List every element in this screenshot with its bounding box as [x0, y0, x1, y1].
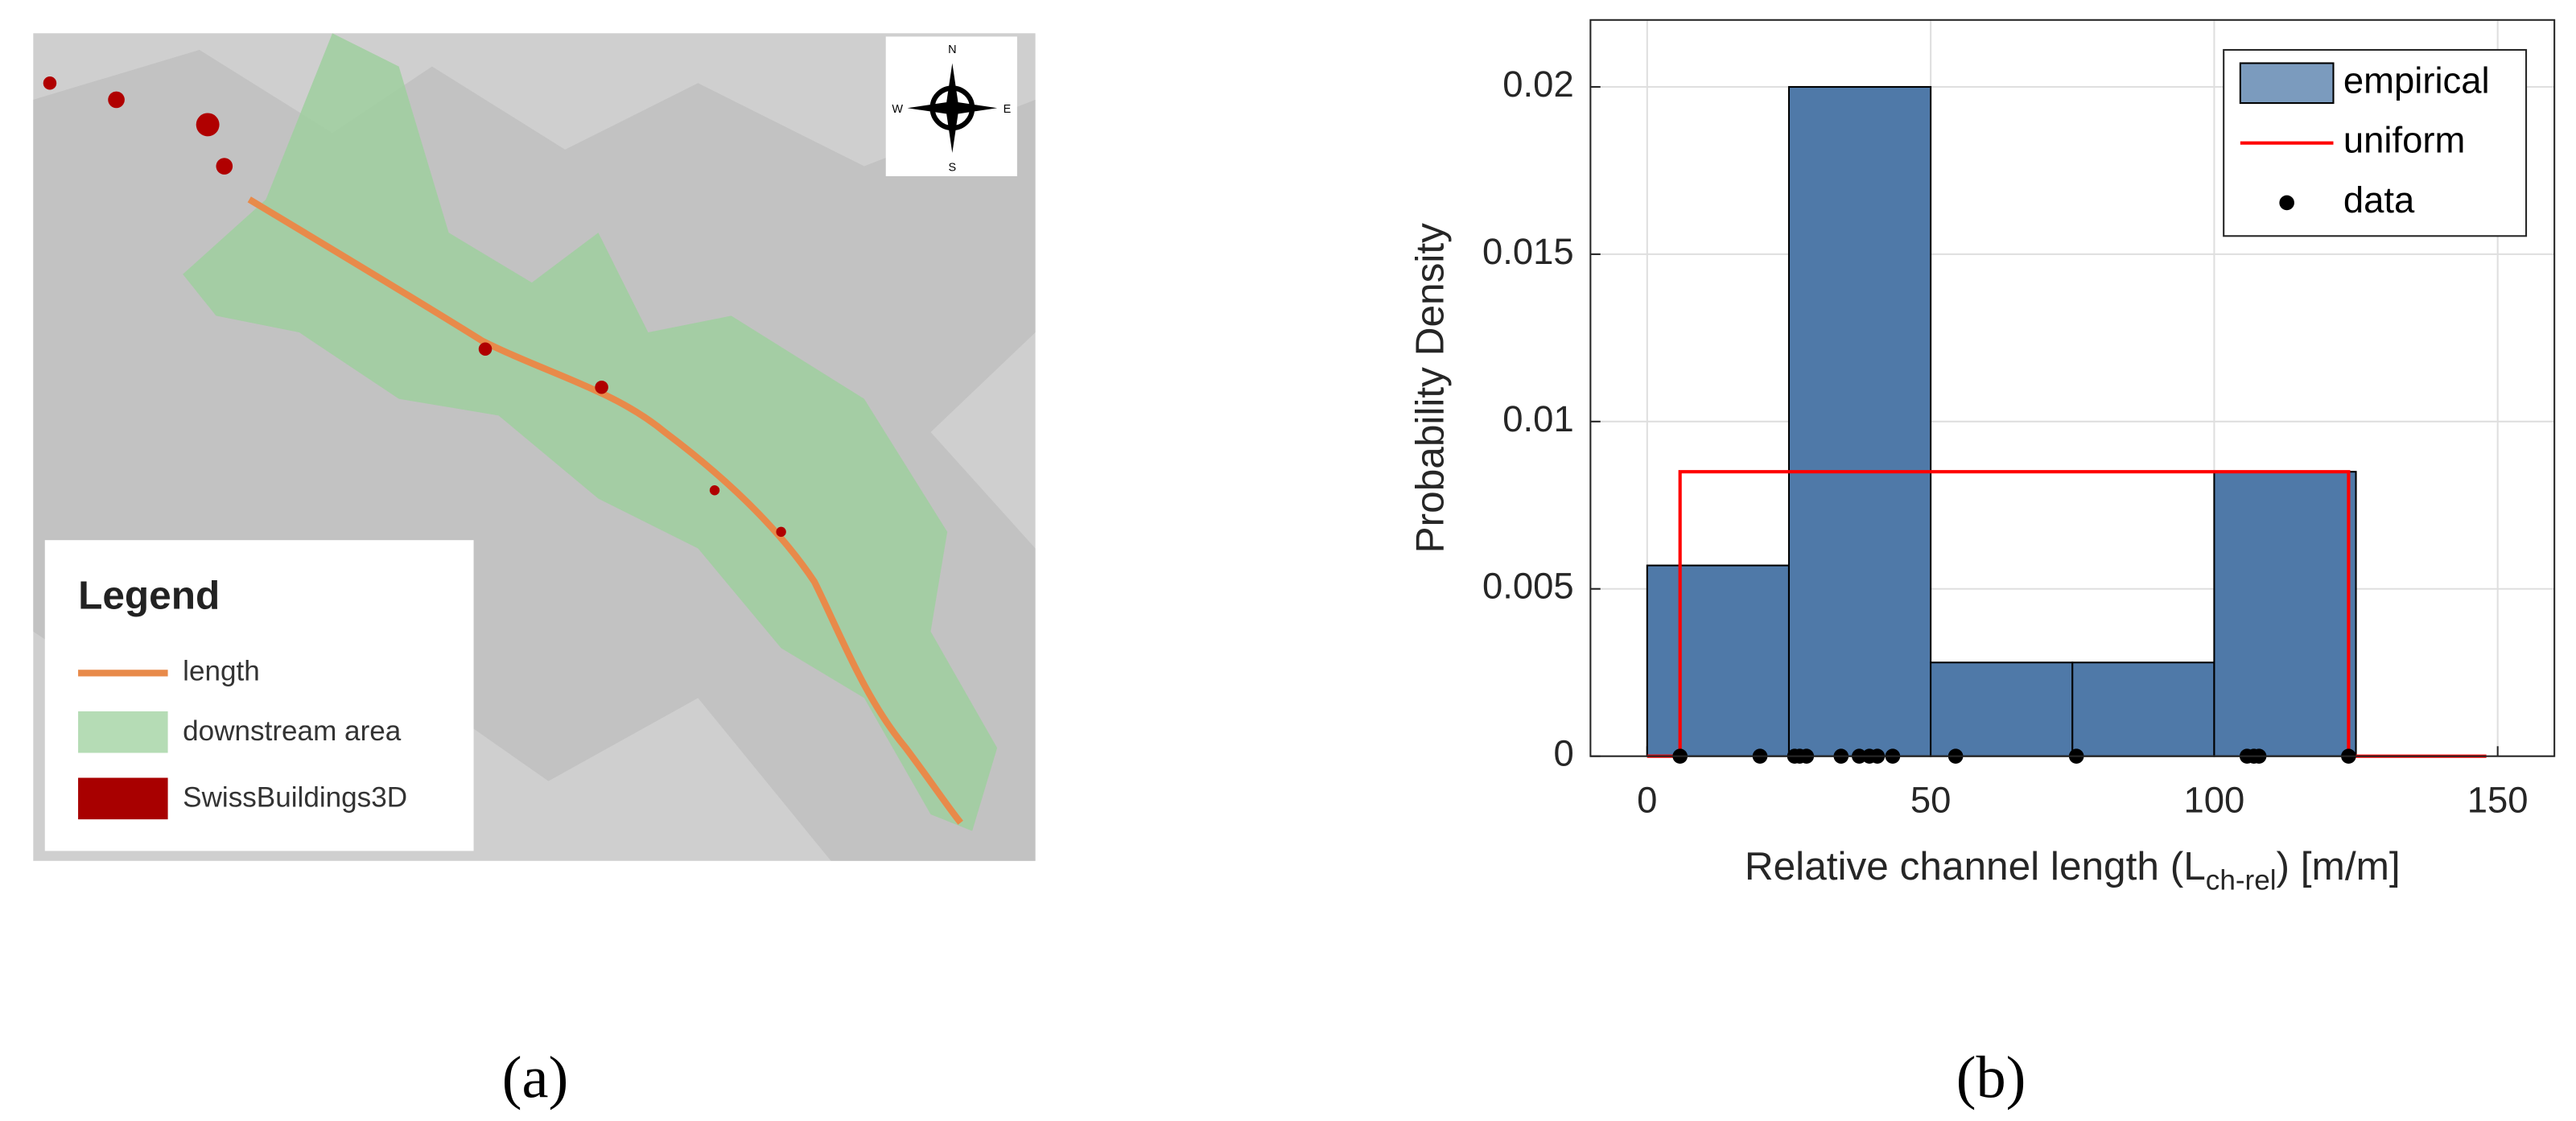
y-tick-label: 0 [1553, 733, 1573, 774]
legend-buildings-swatch [78, 777, 168, 820]
y-tick-label: 0.015 [1482, 231, 1574, 272]
y-tick-label: 0.005 [1482, 566, 1574, 607]
histogram-chart: 0 0.005 0.01 0.015 0.02 0 50 100 150 Relative cha… [1407, 19, 2556, 896]
legend-label: uniform [2343, 120, 2465, 161]
map: N E S W Legend length downstream area Sw… [33, 33, 1036, 861]
downstream-area [183, 33, 998, 831]
length-line [247, 196, 963, 825]
legend-area-swatch [78, 711, 168, 753]
compass-w: W [892, 103, 903, 116]
histogram-bar [1930, 661, 2074, 757]
caption-a: (a) [502, 1045, 569, 1111]
compass-arrows [907, 63, 998, 154]
legend-label: empirical [2343, 60, 2490, 101]
y-tick-label: 0.02 [1502, 64, 1573, 105]
x-tick-label: 150 [2467, 779, 2529, 820]
map-legend-item: length [183, 656, 260, 687]
x-axis-label: Relative channel length (Lch-rel) [m/m] [1745, 843, 2401, 896]
x-axis-label-part: ch-rel [2206, 865, 2277, 896]
caption-b: (b) [1956, 1045, 2026, 1111]
x-axis-label-part: Relative channel length (L [1745, 843, 2206, 888]
histogram-bar [2071, 661, 2215, 757]
axes-box [1589, 19, 2556, 757]
map-legend-item: SwissBuildings3D [183, 782, 407, 814]
y-axis-label: Probability Density [1407, 223, 1452, 554]
compass-e: E [1004, 103, 1012, 116]
buildings [43, 76, 786, 538]
legend-swatch [2279, 195, 2294, 211]
x-tick-label: 0 [1637, 779, 1657, 820]
x-tick-label: 100 [2184, 779, 2245, 820]
histogram-bar [1646, 564, 1790, 757]
map-legend-title: Legend [78, 573, 220, 618]
compass-n: N [948, 43, 956, 56]
legend-label: data [2343, 179, 2415, 220]
compass-s: S [949, 161, 957, 174]
legend-swatch [2239, 62, 2335, 105]
x-tick-label: 50 [1910, 779, 1952, 820]
y-tick-label: 0.01 [1502, 398, 1573, 439]
x-axis-label-part: ) [m/m] [2277, 843, 2401, 888]
histogram-bar [1787, 85, 1932, 757]
map-legend-item: downstream area [183, 715, 402, 747]
histogram-bar [2213, 471, 2357, 757]
